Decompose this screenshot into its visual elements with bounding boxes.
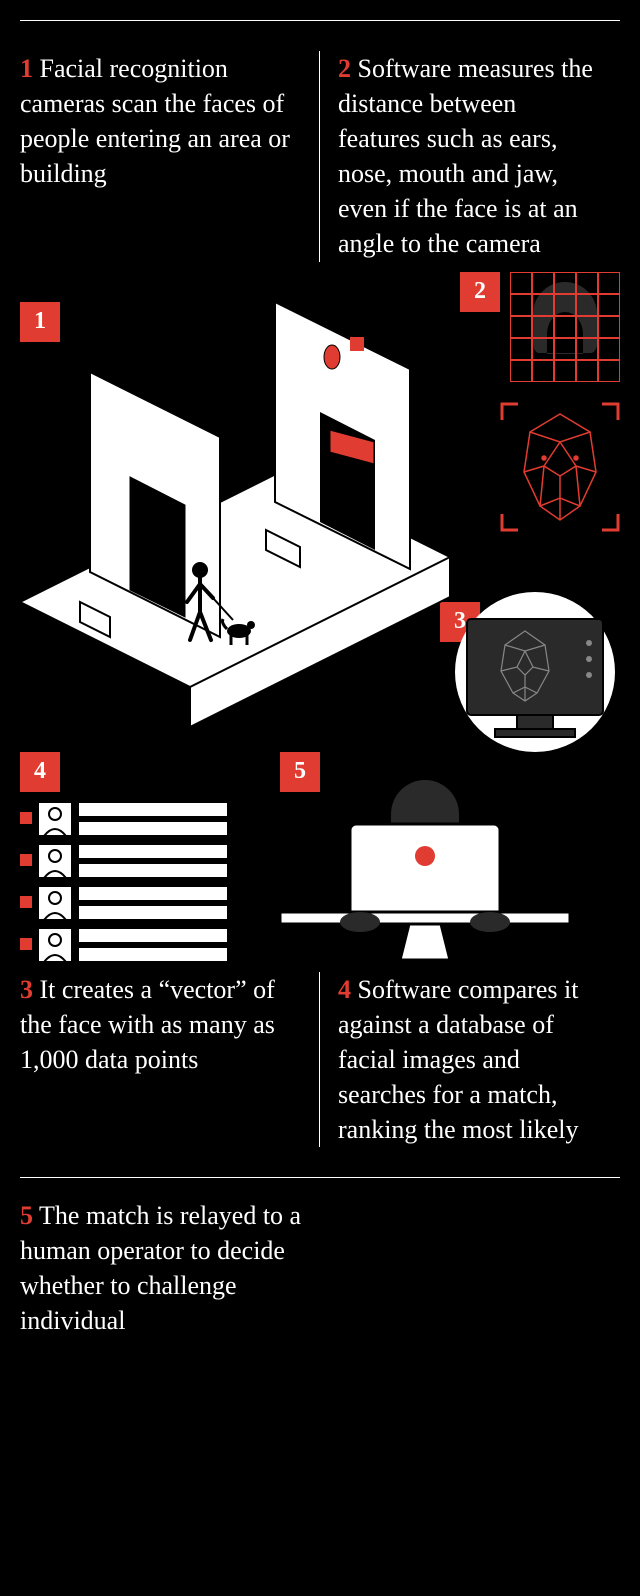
top-rule (20, 20, 620, 21)
step-2-text: 2 Software measures the distance between… (338, 51, 602, 262)
grid-head-icon (510, 272, 620, 382)
step-4-number: 4 (338, 975, 351, 1004)
infographic-diagram: 1 2 3 4 5 (20, 272, 620, 952)
step-3-text: 3 It creates a “vector” of the face with… (20, 972, 301, 1077)
operator-icon (270, 772, 580, 962)
badge-2: 2 (460, 272, 500, 312)
step-3-body: It creates a “vector” of the face with a… (20, 975, 275, 1074)
step-2: 2 Software measures the distance between… (320, 51, 620, 262)
bottom-steps-grid: 3 It creates a “vector” of the face with… (20, 972, 620, 1147)
step-3-number: 3 (20, 975, 33, 1004)
step-1-text: 1 Facial recognition cameras scan the fa… (20, 51, 301, 191)
step-4: 4 Software compares it against a databas… (320, 972, 620, 1147)
step-1-number: 1 (20, 54, 33, 83)
step-3: 3 It creates a “vector” of the face with… (20, 972, 320, 1147)
step-2-number: 2 (338, 54, 351, 83)
match-list-icon (20, 802, 230, 972)
step-5: 5 The match is relayed to a human operat… (20, 1198, 310, 1338)
step-4-text: 4 Software compares it against a databas… (338, 972, 602, 1147)
bottom-rule (20, 1177, 620, 1178)
step-5-body: The match is relayed to a human operator… (20, 1201, 301, 1335)
vector-monitor-icon (445, 587, 625, 757)
step-1: 1 Facial recognition cameras scan the fa… (20, 51, 320, 262)
step-4-body: Software compares it against a database … (338, 975, 578, 1144)
step-5-text: 5 The match is relayed to a human operat… (20, 1198, 310, 1338)
step-1-body: Facial recognition cameras scan the face… (20, 54, 290, 188)
step-5-number: 5 (20, 1201, 33, 1230)
step-2-body: Software measures the distance between f… (338, 54, 593, 258)
building-scene (20, 302, 460, 762)
top-steps-grid: 1 Facial recognition cameras scan the fa… (20, 51, 620, 262)
face-mesh-icon (500, 402, 620, 532)
